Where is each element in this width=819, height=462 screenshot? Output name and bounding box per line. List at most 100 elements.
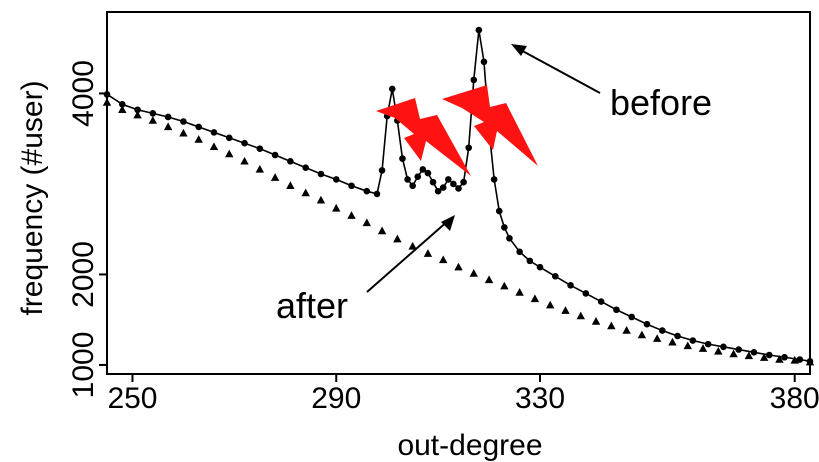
series-after-point bbox=[591, 317, 601, 325]
annotation-before-label: before bbox=[610, 82, 712, 123]
series-after-point bbox=[515, 288, 524, 296]
series-before-point bbox=[475, 26, 483, 34]
series-before-point bbox=[689, 337, 697, 344]
series-before-point bbox=[388, 85, 396, 93]
series-before-point bbox=[302, 164, 309, 171]
series-before-point bbox=[735, 346, 742, 353]
series-before-point bbox=[332, 176, 340, 183]
series-after-point bbox=[347, 211, 356, 219]
series-before-point bbox=[796, 356, 804, 363]
series-before-point bbox=[424, 169, 432, 177]
axis-ticks: 250 290 330 380 1000 2000 4000 bbox=[67, 60, 819, 415]
series-before-point bbox=[373, 190, 381, 198]
series-before-point bbox=[455, 185, 462, 192]
series-before-point bbox=[419, 166, 427, 173]
series-before-point bbox=[118, 101, 126, 108]
series-after-point bbox=[209, 142, 219, 151]
series-after-point bbox=[668, 337, 677, 346]
lightning-icon bbox=[442, 85, 538, 166]
series-after-point bbox=[530, 294, 540, 303]
series-after-point bbox=[332, 203, 341, 212]
series-before-points-group bbox=[103, 26, 814, 365]
series-after-point bbox=[255, 164, 265, 173]
series-after-point bbox=[362, 218, 372, 227]
series-before-point bbox=[470, 76, 478, 84]
series-before-point bbox=[551, 272, 559, 280]
series-before-point bbox=[506, 234, 513, 242]
series-before-point bbox=[399, 155, 406, 162]
series-after-point bbox=[270, 173, 280, 181]
lightning-icon bbox=[376, 98, 471, 176]
series-after-point bbox=[102, 98, 112, 106]
series-after-point bbox=[545, 300, 555, 309]
series-after-point bbox=[561, 306, 570, 314]
series-after-point bbox=[698, 344, 708, 352]
series-before-point bbox=[628, 313, 636, 321]
y-axis-title: frequency (#user) bbox=[16, 80, 49, 315]
series-after-point bbox=[408, 241, 417, 250]
series-before-point bbox=[445, 176, 452, 183]
series-before-point bbox=[582, 290, 590, 297]
series-after-point bbox=[163, 122, 173, 131]
series-after-point bbox=[576, 311, 585, 320]
series-before-point bbox=[434, 187, 442, 195]
series-after-point bbox=[500, 281, 509, 290]
series-before-point bbox=[409, 182, 416, 190]
series-before-point bbox=[495, 207, 503, 215]
series-after-point bbox=[286, 181, 295, 189]
series-after-point bbox=[683, 341, 692, 350]
series-after-point bbox=[652, 334, 662, 342]
series-after-point bbox=[439, 255, 448, 264]
series-before-point bbox=[643, 320, 651, 328]
x-tick-label: 250 bbox=[107, 382, 157, 415]
y-tick-label: 2000 bbox=[67, 241, 100, 308]
series-before-point bbox=[765, 351, 773, 359]
series-before-point bbox=[429, 178, 437, 186]
series-after-point bbox=[240, 156, 249, 165]
x-tick-label: 330 bbox=[515, 382, 565, 415]
series-before-point bbox=[490, 176, 498, 183]
series-after-point bbox=[377, 226, 387, 235]
series-after-point bbox=[759, 353, 769, 361]
series-before-line-group bbox=[106, 29, 811, 363]
x-tick-label: 290 bbox=[311, 382, 361, 415]
series-before-point bbox=[658, 327, 666, 334]
series-before-point bbox=[210, 129, 218, 136]
series-after-point bbox=[316, 195, 326, 204]
series-after-point bbox=[729, 349, 738, 358]
series-before-point bbox=[720, 343, 727, 351]
series-before-point bbox=[567, 282, 574, 289]
series-before-point bbox=[480, 58, 488, 66]
series-after-point bbox=[454, 262, 463, 271]
series-after-point bbox=[423, 249, 433, 257]
series-before-point bbox=[103, 91, 111, 98]
series-before-point bbox=[597, 298, 605, 305]
series-before-point bbox=[241, 139, 248, 147]
series-before-point bbox=[465, 144, 472, 152]
series-before-point bbox=[317, 170, 325, 178]
series-after-point bbox=[118, 105, 127, 113]
series-after-point bbox=[179, 128, 188, 137]
series-before-point bbox=[516, 248, 523, 256]
series-before-point bbox=[180, 118, 187, 125]
series-before-point bbox=[781, 353, 788, 361]
series-after-point bbox=[225, 149, 234, 158]
series-after-point bbox=[301, 188, 310, 197]
series-after-point bbox=[637, 330, 647, 339]
series-after-point bbox=[744, 351, 754, 360]
series-before-point bbox=[414, 173, 422, 181]
series-before-point bbox=[439, 184, 447, 191]
series-before-point bbox=[164, 113, 172, 121]
series-before-point bbox=[348, 182, 355, 190]
series-before-point bbox=[225, 134, 233, 142]
series-before-point bbox=[404, 176, 411, 183]
series-before-point bbox=[704, 340, 712, 348]
annotation-arrow-before bbox=[511, 44, 601, 94]
series-after-point bbox=[194, 135, 203, 143]
annotation-after-label: after bbox=[276, 285, 348, 326]
series-after-point bbox=[393, 234, 402, 243]
series-after-point bbox=[148, 116, 158, 124]
x-axis-title: out-degree bbox=[397, 429, 542, 462]
series-after-point bbox=[790, 355, 799, 364]
